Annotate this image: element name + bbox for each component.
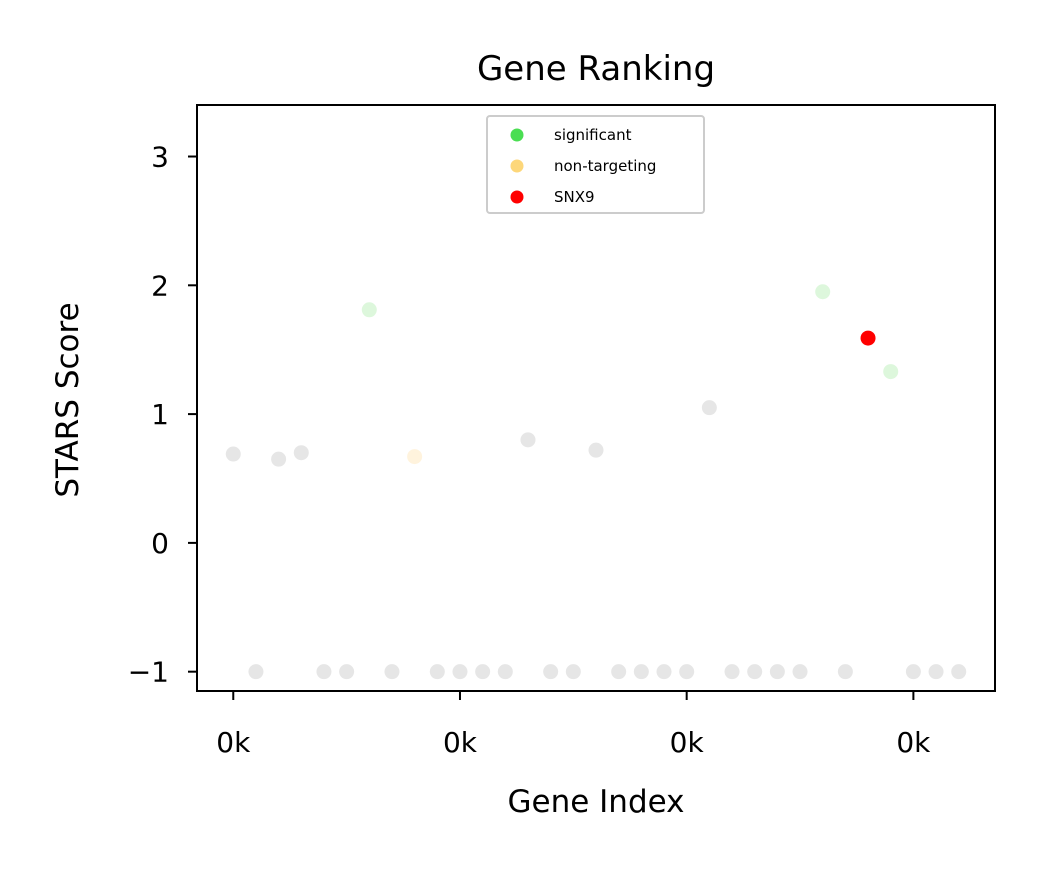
data-point-significant-faded-0 [361, 302, 377, 318]
x-tick-label: 0k [670, 726, 705, 759]
data-point-background-8 [452, 664, 468, 680]
data-point-background-12 [543, 664, 559, 680]
data-point-background-3 [293, 445, 309, 461]
data-point-background-24 [837, 664, 853, 680]
data-point-background-19 [701, 400, 717, 416]
data-point-background-14 [588, 442, 604, 458]
y-tick-label: 2 [151, 269, 169, 302]
data-point-background-20 [724, 664, 740, 680]
plot-frame [196, 104, 996, 692]
x-axis-title: Gene Index [507, 784, 684, 820]
data-point-background-18 [679, 664, 695, 680]
data-point-non-targeting-faded-0 [407, 449, 423, 465]
data-point-highlight-0 [860, 330, 876, 346]
legend-label-significant: significant [554, 126, 632, 144]
data-point-background-15 [611, 664, 627, 680]
y-tick-label: −1 [128, 656, 169, 689]
y-tick-label: 3 [151, 141, 169, 174]
x-axis-ticks: 0k 0k 0k 0k [216, 691, 931, 759]
data-point-significant-faded-2 [883, 364, 899, 380]
data-point-background-1 [248, 664, 264, 680]
data-point-background-10 [497, 664, 513, 680]
data-point-background-0 [225, 446, 241, 462]
legend: significant non-targeting SNX9 [486, 115, 705, 214]
x-tick-label: 0k [443, 726, 478, 759]
y-axis-title: STARS Score [50, 302, 86, 497]
data-point-background-4 [316, 664, 332, 680]
data-point-background-5 [339, 664, 355, 680]
data-point-background-21 [747, 664, 763, 680]
x-tick-label: 0k [896, 726, 931, 759]
data-point-background-16 [633, 664, 649, 680]
y-tick-label: 0 [151, 527, 169, 560]
data-point-background-11 [520, 432, 536, 448]
data-point-background-2 [271, 451, 287, 467]
data-point-background-27 [951, 664, 967, 680]
points-layer [225, 284, 967, 680]
y-tick-label: 1 [151, 398, 169, 431]
legend-marker-non-targeting [510, 159, 524, 173]
data-point-background-26 [928, 664, 944, 680]
legend-box [486, 115, 705, 214]
data-point-significant-faded-1 [815, 284, 831, 300]
data-point-background-7 [429, 664, 445, 680]
legend-label-snx9: SNX9 [554, 188, 595, 206]
data-point-background-22 [769, 664, 785, 680]
data-point-background-6 [384, 664, 400, 680]
data-point-background-17 [656, 664, 672, 680]
legend-label-non-targeting: non-targeting [554, 157, 656, 175]
data-point-background-23 [792, 664, 808, 680]
chart-title: Gene Ranking [477, 49, 715, 89]
data-point-background-9 [475, 664, 491, 680]
legend-marker-snx9 [510, 190, 524, 204]
data-point-background-25 [905, 664, 921, 680]
x-tick-label: 0k [216, 726, 251, 759]
y-axis-ticks: −1 0 1 2 3 [128, 141, 197, 689]
data-point-background-13 [565, 664, 581, 680]
legend-marker-significant [510, 128, 524, 142]
